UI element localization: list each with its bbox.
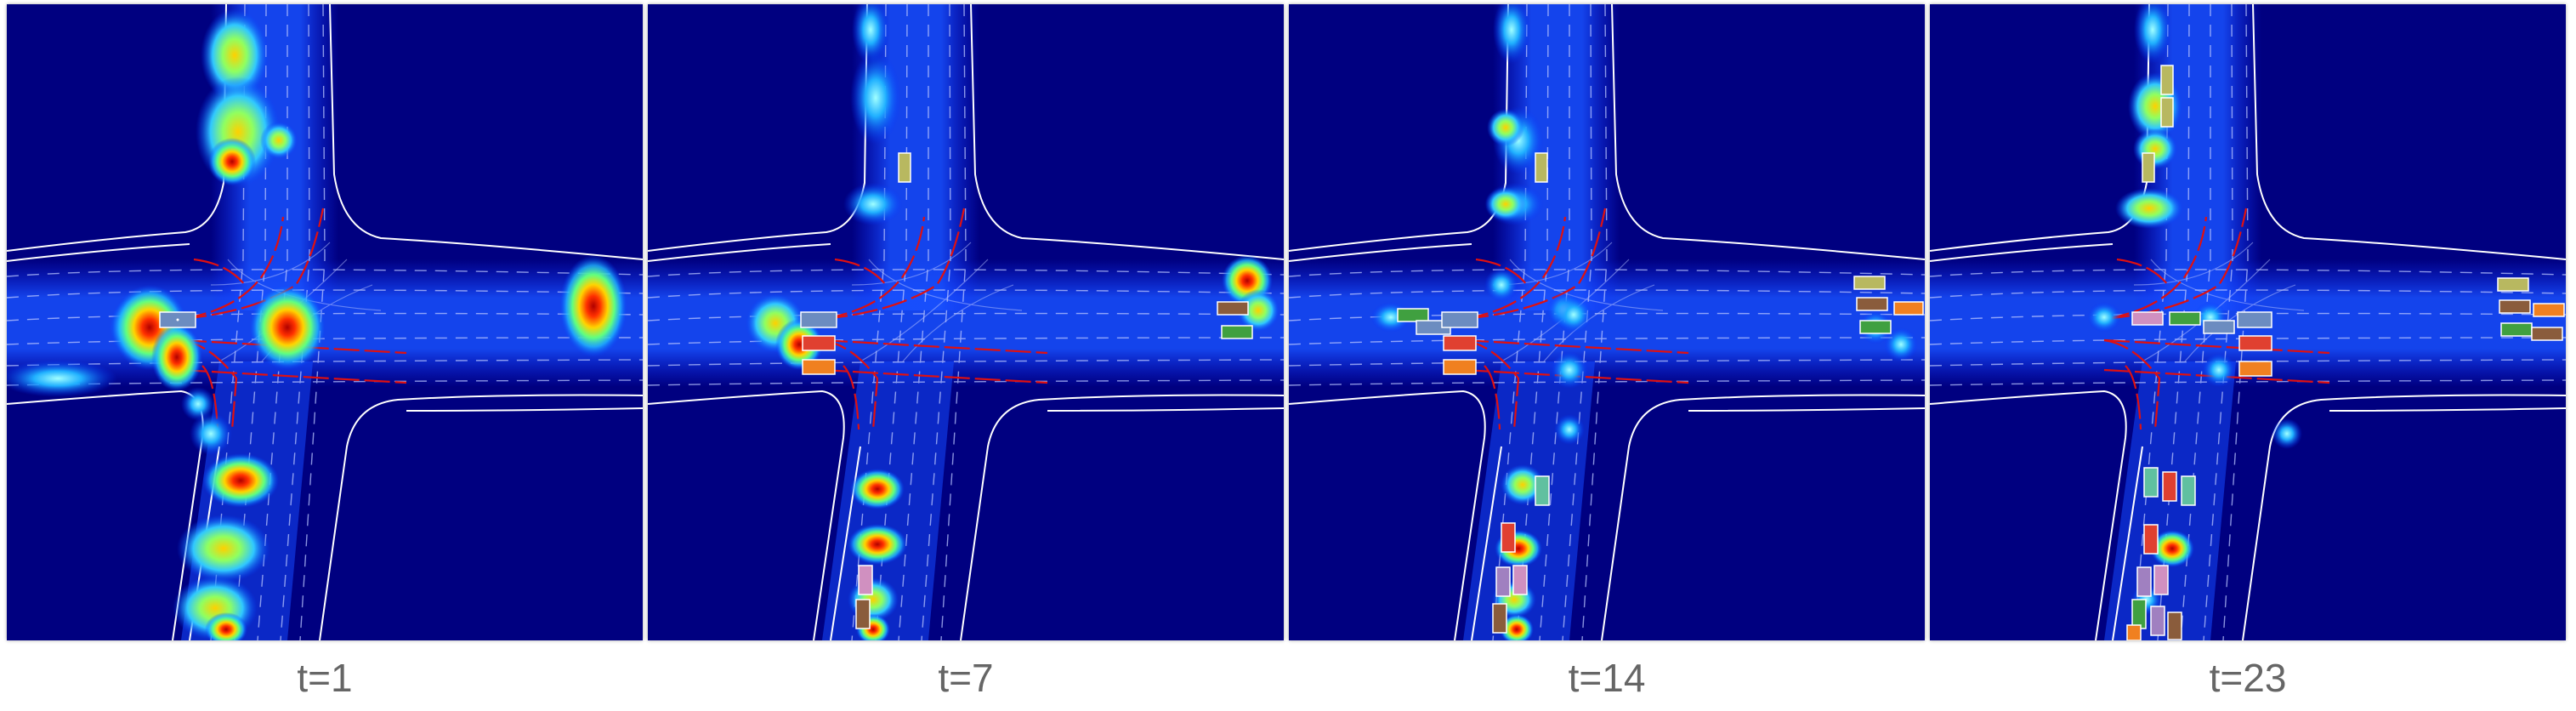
vehicle-box	[1495, 566, 1511, 597]
panel-label: t=23	[2209, 656, 2287, 700]
vehicle-box	[1397, 308, 1429, 322]
vehicle-box	[2237, 311, 2272, 328]
vehicle-box	[2181, 475, 2196, 506]
vehicle-box	[2153, 565, 2169, 595]
heatmap-blob	[7, 9, 627, 640]
heatmap-blob	[746, 4, 1279, 640]
vehicle-box	[2531, 327, 2563, 341]
vehicle-box	[1893, 301, 1924, 316]
heatmap-panel	[648, 4, 1284, 640]
vehicle-box	[2160, 65, 2174, 95]
heatmap-canvas	[7, 4, 643, 640]
panel-label: t=7	[938, 656, 994, 700]
vehicle-box	[1501, 522, 1516, 553]
vehicle-box	[1443, 335, 1477, 351]
vehicle-box	[2143, 524, 2159, 555]
heatmap-panel	[1289, 4, 1925, 640]
vehicle-box	[2238, 361, 2272, 377]
vehicle-box	[2533, 303, 2565, 317]
vehicle-box	[1535, 152, 1548, 183]
vehicle-box	[802, 335, 836, 351]
vehicle-box	[800, 311, 837, 328]
vehicle-box	[2497, 277, 2529, 292]
heatmap-panel	[1930, 4, 2566, 640]
vehicle-box	[1859, 320, 1892, 334]
vehicle-box	[2500, 322, 2533, 337]
vehicle-box	[2499, 299, 2531, 314]
vehicle-box	[1856, 297, 1888, 311]
heatmap-canvas	[1289, 4, 1925, 640]
vehicle-box	[1853, 276, 1886, 290]
vehicle-box	[2162, 471, 2177, 502]
vehicle-box	[802, 359, 836, 375]
vehicle-box	[2150, 606, 2165, 636]
vehicle-box	[1512, 565, 1528, 595]
vehicle-box	[2203, 320, 2235, 334]
vehicle-box	[2167, 611, 2182, 640]
heatmap-canvas	[648, 4, 1284, 640]
vehicle-box	[2126, 624, 2142, 640]
vehicle-box	[855, 599, 871, 629]
vehicle-box	[159, 311, 196, 328]
panel-label: t=1	[297, 656, 353, 700]
vehicle-box	[2160, 97, 2174, 128]
panel-label: t=14	[1568, 656, 1646, 700]
heatmap-panel	[7, 4, 643, 640]
heatmap-blob	[1370, 4, 1918, 640]
vehicle-box	[2169, 311, 2201, 326]
vehicle-box	[1492, 603, 1507, 634]
vehicle-box	[2131, 311, 2164, 326]
vehicle-box	[1443, 359, 1477, 375]
vehicle-box	[2238, 335, 2272, 351]
vehicle-box	[1221, 325, 1253, 339]
vehicle-box	[898, 152, 911, 183]
vehicle-box	[1441, 311, 1478, 328]
vehicle-box	[1535, 475, 1550, 506]
vehicle-box	[1217, 301, 1249, 316]
heatmap-canvas	[1930, 4, 2566, 640]
vehicle-box	[2143, 467, 2159, 498]
vehicle-box	[2131, 599, 2147, 629]
vehicle-box	[858, 565, 873, 595]
vehicle-box	[2142, 152, 2155, 183]
vehicle-box	[2136, 566, 2152, 597]
